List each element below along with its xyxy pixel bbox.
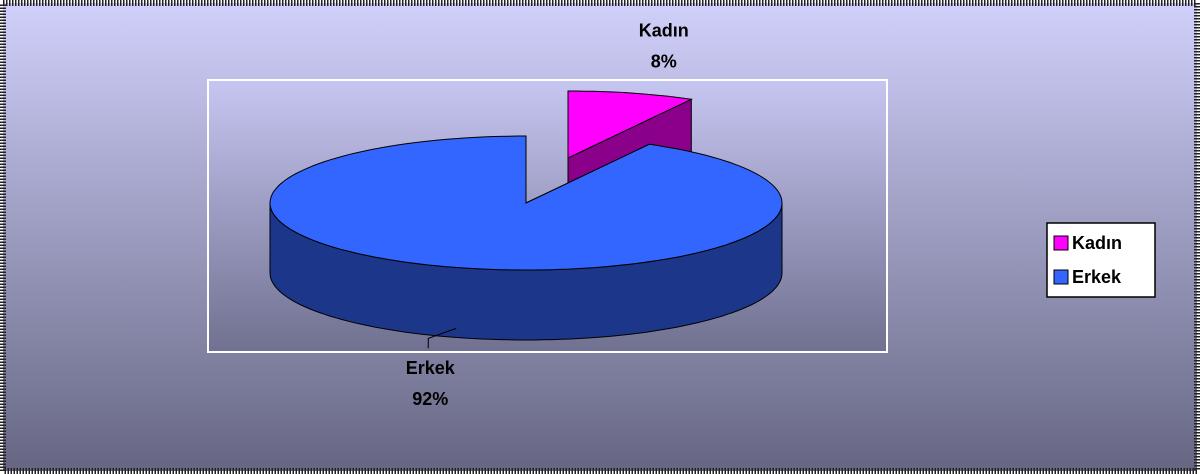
legend-swatch	[1053, 269, 1069, 285]
slice	[567, 90, 694, 159]
legend-label: Kadın	[1072, 233, 1122, 253]
pie: Kadın 8% Erkek 92%	[269, 20, 783, 409]
data-label-category: Kadın	[639, 20, 689, 40]
slice	[269, 135, 783, 271]
legend-label: Erkek	[1072, 267, 1122, 287]
data-label-value: 92%	[412, 389, 448, 409]
legend	[1046, 222, 1156, 298]
legend-swatch	[1053, 235, 1069, 251]
legend-entries: Kadın Erkek	[1053, 233, 1122, 287]
data-label-value: 8%	[651, 51, 677, 71]
data-label-category: Erkek	[406, 358, 456, 378]
leader-line	[427, 327, 457, 349]
